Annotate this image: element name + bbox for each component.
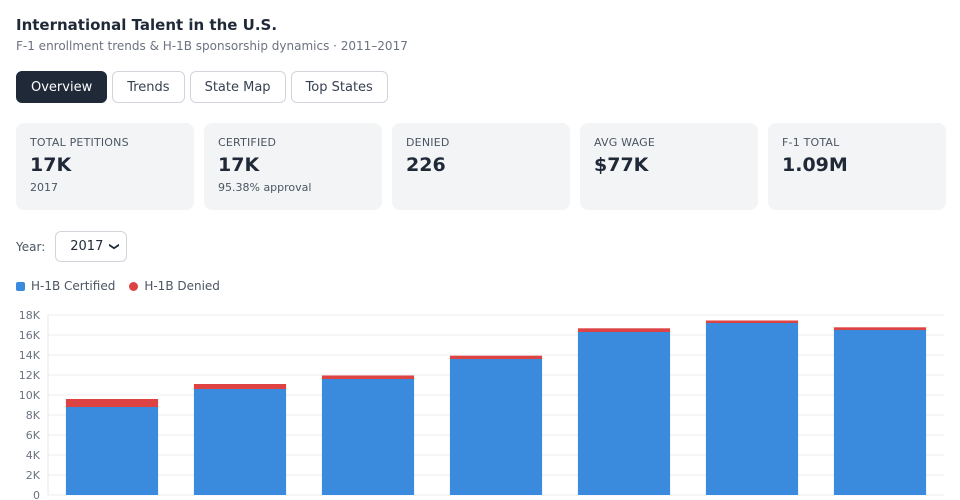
tab-state-map[interactable]: State Map: [189, 71, 286, 103]
legend-label-certified: H-1B Certified: [31, 279, 116, 293]
page-title: International Talent in the U.S.: [16, 16, 278, 34]
bar-certified[interactable]: [449, 359, 543, 495]
bar-denied[interactable]: [833, 327, 927, 330]
year-filter-label: Year:: [16, 239, 46, 254]
y-tick-label: 0: [33, 489, 40, 500]
kpi-row: TOTAL PETITIONS 17K 2017 CERTIFIED 17K 9…: [16, 123, 946, 210]
kpi-label: AVG WAGE: [594, 136, 656, 149]
tab-trends[interactable]: Trends: [112, 71, 185, 103]
legend-item-certified[interactable]: H-1B Certified: [16, 279, 115, 293]
tab-top-states[interactable]: Top States: [290, 71, 388, 103]
y-tick-label: 6K: [26, 429, 41, 442]
kpi-label: DENIED: [406, 136, 450, 149]
y-tick-label: 4K: [26, 449, 41, 462]
kpi-card-denied: DENIED 226: [392, 123, 570, 210]
kpi-label: TOTAL PETITIONS: [30, 136, 129, 149]
bar-denied[interactable]: [577, 328, 671, 332]
legend-swatch-certified: [16, 281, 25, 291]
page-subtitle: F-1 enrollment trends & H-1B sponsorship…: [16, 39, 408, 53]
kpi-label: CERTIFIED: [218, 136, 277, 149]
stacked-bar-chart: 0 2K 4K 6K 8K 10K 12K 14K 16K 18K: [19, 309, 944, 500]
y-tick-label: 14K: [19, 349, 41, 362]
bar-denied[interactable]: [65, 399, 159, 407]
legend-item-denied[interactable]: H-1B Denied: [129, 279, 220, 293]
y-tick-label: 8K: [26, 409, 41, 422]
bar-certified[interactable]: [577, 332, 671, 495]
kpi-sub: 95.38% approval: [218, 181, 312, 194]
year-select[interactable]: 2017 ❯: [55, 231, 128, 262]
legend-label-denied: H-1B Denied: [144, 279, 220, 293]
kpi-card-certified: CERTIFIED 17K 95.38% approval: [204, 123, 382, 210]
bar-denied[interactable]: [449, 355, 543, 359]
kpi-value: 226: [406, 154, 446, 176]
y-tick-label: 2K: [26, 469, 41, 482]
kpi-value: 1.09M: [782, 154, 848, 176]
legend-swatch-denied: [129, 281, 139, 291]
kpi-sub: 2017: [30, 181, 58, 194]
kpi-card-avg-wage: AVG WAGE $77K: [580, 123, 758, 210]
tab-bar: Overview Trends State Map Top States: [16, 71, 388, 103]
tab-overview[interactable]: Overview: [16, 71, 108, 103]
kpi-value: $77K: [594, 154, 649, 176]
kpi-card-total-petitions: TOTAL PETITIONS 17K 2017: [16, 123, 194, 210]
bar-certified[interactable]: [321, 379, 415, 495]
bar-certified[interactable]: [705, 323, 799, 495]
year-filter: Year: 2017 ❯: [16, 231, 128, 262]
kpi-card-f1-total: F-1 TOTAL 1.09M: [768, 123, 946, 210]
y-tick-label: 18K: [19, 309, 41, 322]
bar-denied[interactable]: [193, 384, 287, 389]
kpi-label: F-1 TOTAL: [782, 136, 840, 149]
kpi-value: 17K: [218, 154, 260, 176]
y-tick-label: 16K: [19, 329, 41, 342]
kpi-value: 17K: [30, 154, 72, 176]
chart-legend: H-1B Certified H-1B Denied: [16, 279, 220, 293]
chevron-down-icon: ❯: [108, 242, 120, 251]
y-tick-label: 12K: [19, 369, 41, 382]
bar-certified[interactable]: [65, 407, 159, 495]
bar-certified[interactable]: [193, 389, 287, 495]
year-select-value: 2017: [70, 239, 104, 254]
y-tick-label: 10K: [19, 389, 41, 402]
bar-denied[interactable]: [705, 320, 799, 324]
bar-certified[interactable]: [833, 330, 927, 495]
bar-denied[interactable]: [321, 375, 415, 380]
